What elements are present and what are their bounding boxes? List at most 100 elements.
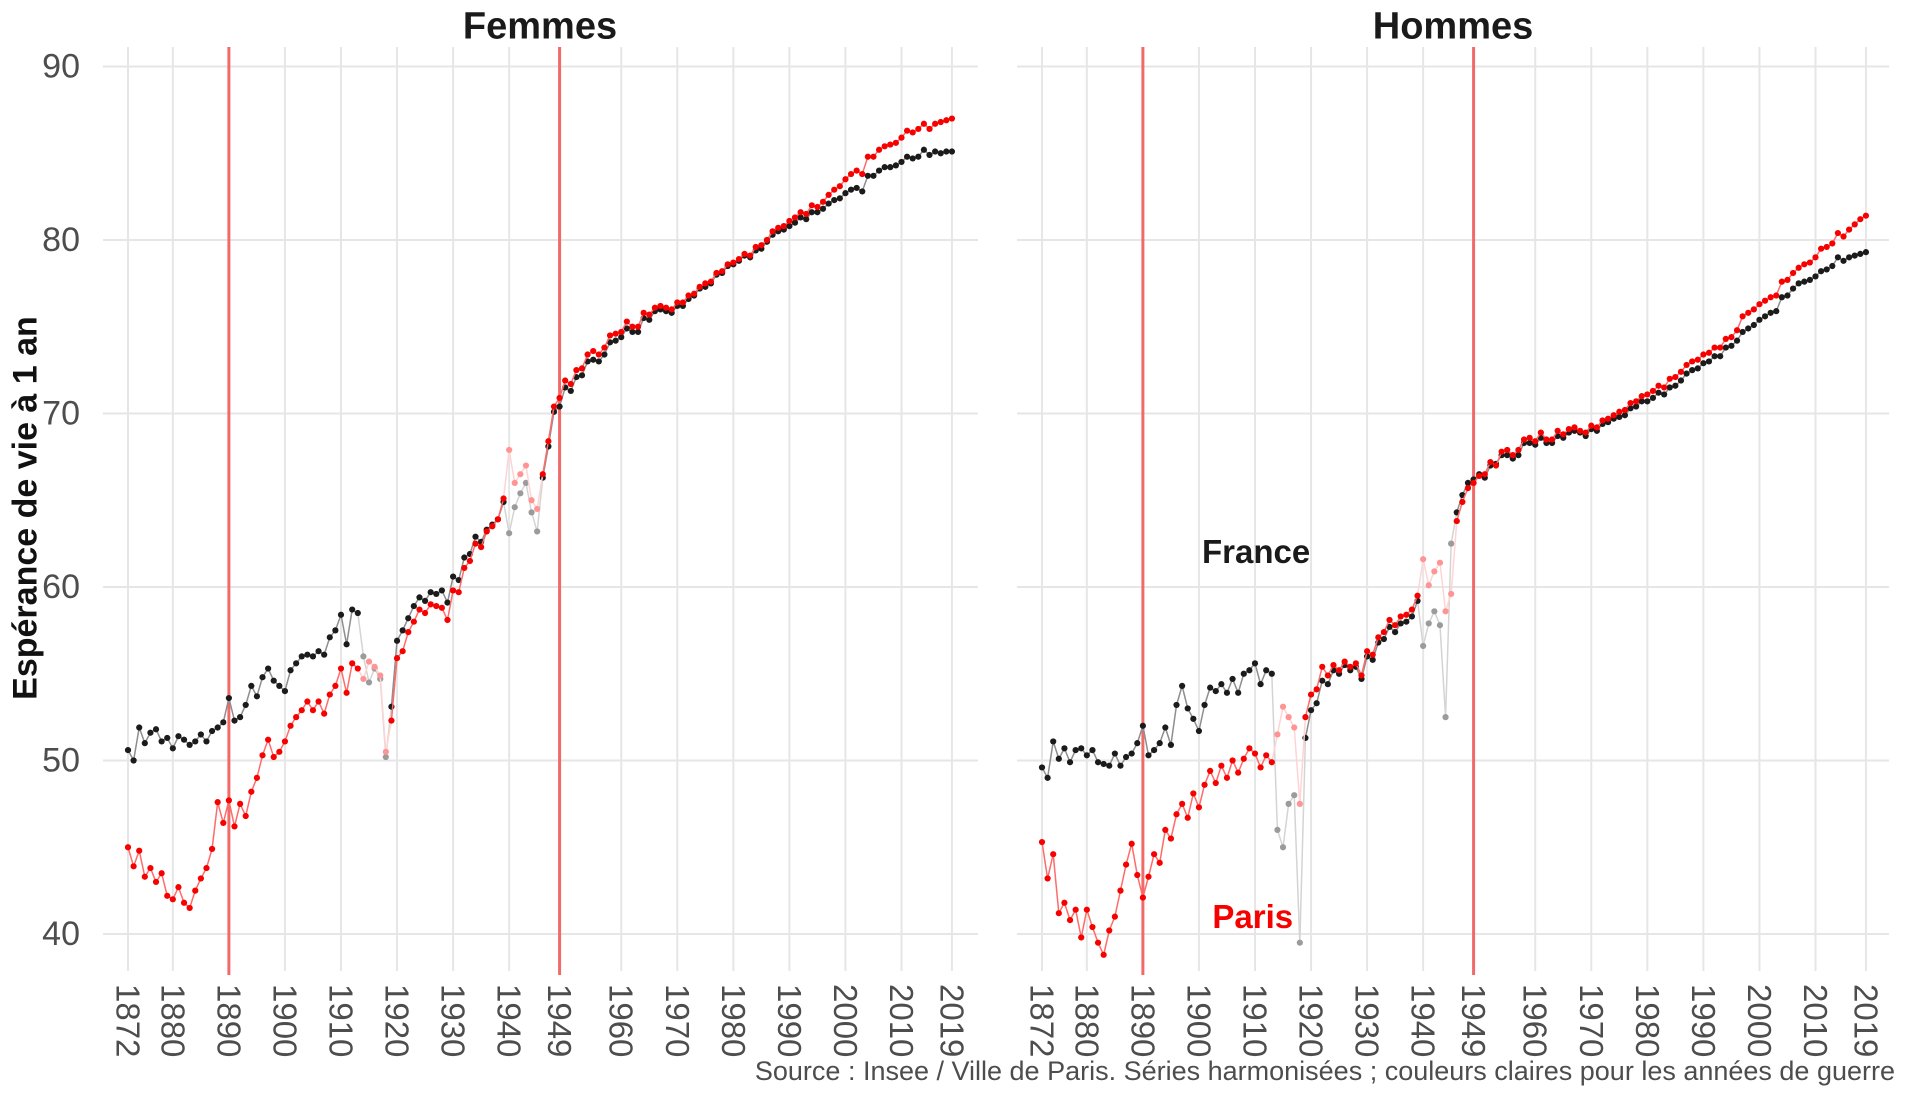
- data-point-france: [158, 738, 165, 745]
- data-point-paris: [506, 446, 513, 454]
- data-point-paris: [1677, 368, 1685, 375]
- data-point-paris: [864, 153, 871, 160]
- data-point-france: [1728, 342, 1735, 349]
- data-point-paris: [225, 797, 232, 804]
- data-point-paris: [1470, 479, 1477, 486]
- data-point-paris: [920, 120, 928, 127]
- data-point-france: [225, 694, 232, 702]
- x-tick-label: 1990: [1685, 984, 1722, 1057]
- data-point-france: [1745, 325, 1752, 332]
- data-point-paris: [1173, 811, 1180, 818]
- x-tick-label: 1970: [1573, 984, 1610, 1057]
- data-point-france: [1122, 753, 1130, 761]
- data-point-france: [1207, 684, 1214, 691]
- data-point-paris: [421, 609, 429, 617]
- data-point-paris: [640, 309, 647, 316]
- data-point-paris: [1548, 436, 1556, 443]
- data-point-paris: [203, 864, 210, 872]
- data-point-france: [220, 719, 227, 726]
- series-segment-paris: [233, 803, 241, 827]
- data-point-paris: [1823, 243, 1830, 251]
- data-point-paris: [870, 153, 877, 160]
- data-point-paris: [449, 587, 457, 594]
- data-point-france: [1251, 660, 1259, 667]
- data-point-france: [438, 587, 445, 594]
- data-point-paris: [1425, 582, 1432, 589]
- series-segment-paris: [390, 658, 398, 721]
- data-point-france: [1767, 309, 1774, 316]
- data-point-france: [1756, 316, 1763, 323]
- data-point-paris: [455, 589, 462, 596]
- data-point-paris: [1117, 887, 1124, 894]
- data-point-paris: [842, 176, 849, 183]
- data-point-paris: [478, 543, 485, 551]
- data-point-france: [943, 148, 950, 155]
- data-point-paris: [1576, 427, 1584, 434]
- series-segment-france: [284, 670, 292, 692]
- data-point-paris: [1649, 387, 1657, 395]
- data-point-france: [1094, 759, 1102, 766]
- data-point-paris: [831, 186, 838, 193]
- x-tick-label: 2019: [933, 984, 970, 1057]
- series-segment-france: [525, 482, 533, 513]
- data-point-france: [231, 717, 238, 724]
- data-point-france: [909, 155, 916, 162]
- series-segment-paris: [1416, 559, 1424, 596]
- data-point-france: [1386, 623, 1393, 631]
- data-point-paris: [1274, 731, 1281, 738]
- data-point-france: [1515, 452, 1522, 459]
- data-point-paris: [281, 738, 289, 745]
- data-point-paris: [1616, 408, 1623, 415]
- data-point-france: [606, 339, 614, 346]
- data-point-france: [1307, 707, 1315, 714]
- series-segment-paris: [1293, 727, 1301, 804]
- source-caption: Source : Insee / Ville de Paris. Séries …: [754, 1056, 1895, 1086]
- data-point-france: [1397, 620, 1404, 627]
- x-tick-label: 2010: [883, 984, 920, 1057]
- data-point-paris: [1420, 556, 1427, 563]
- series-segment-france: [1237, 673, 1245, 694]
- data-point-paris: [735, 255, 743, 263]
- data-point-paris: [130, 863, 137, 870]
- data-point-france: [1733, 337, 1741, 344]
- data-point-paris: [1492, 462, 1500, 469]
- x-tick-label: 1910: [322, 984, 359, 1057]
- data-point-paris: [1733, 327, 1741, 334]
- data-point-france: [281, 688, 289, 695]
- data-point-france: [1750, 321, 1757, 329]
- data-point-france: [1829, 262, 1836, 270]
- series-segment-paris: [1186, 793, 1195, 818]
- data-point-france: [595, 358, 602, 365]
- data-point-paris: [1638, 393, 1645, 400]
- data-point-paris: [1784, 276, 1791, 284]
- series-segment-paris: [345, 663, 353, 693]
- data-point-paris: [1745, 309, 1752, 316]
- x-tick-label: 1940: [491, 984, 528, 1057]
- data-point-france: [814, 209, 821, 216]
- series-segment-paris: [244, 791, 253, 817]
- data-point-paris: [528, 497, 535, 504]
- data-point-paris: [1862, 212, 1870, 219]
- data-point-paris: [270, 753, 277, 761]
- data-point-paris: [769, 228, 776, 235]
- data-point-france: [410, 602, 417, 610]
- data-point-france: [197, 731, 204, 738]
- series-segment-paris: [1136, 874, 1144, 898]
- series-segment-france: [1282, 803, 1290, 848]
- series-segment-paris: [1276, 706, 1284, 735]
- data-point-paris: [1834, 229, 1842, 237]
- y-tick-label: 90: [42, 48, 80, 86]
- data-point-france: [511, 504, 518, 511]
- series-segment-france: [1293, 795, 1301, 943]
- data-point-paris: [1324, 672, 1331, 679]
- data-point-paris: [147, 864, 154, 872]
- data-point-france: [1823, 266, 1830, 273]
- data-point-paris: [158, 870, 165, 877]
- data-point-paris: [444, 616, 451, 624]
- series-segment-paris: [160, 873, 168, 897]
- data-point-paris: [780, 223, 787, 230]
- data-point-paris: [859, 170, 866, 178]
- series-segment-paris: [1439, 562, 1447, 612]
- data-point-france: [870, 172, 877, 179]
- data-point-paris: [1840, 233, 1847, 240]
